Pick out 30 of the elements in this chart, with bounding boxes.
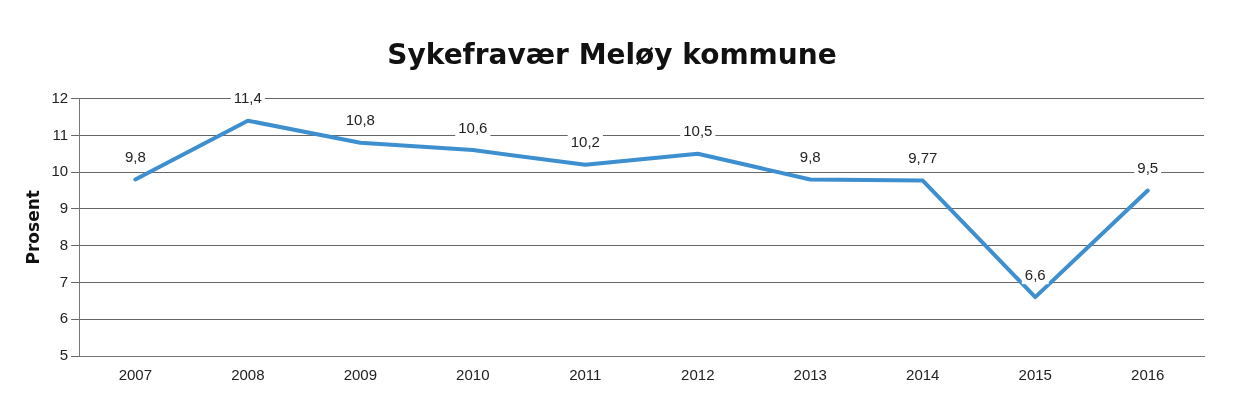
y-tick-label: 8 — [59, 235, 69, 253]
y-tick-label: 10 — [51, 162, 69, 180]
x-tick-label: 2012 — [681, 366, 715, 384]
y-tick-label: 12 — [51, 88, 69, 106]
x-tick-label: 2008 — [231, 366, 265, 384]
y-tick-label: 5 — [59, 346, 69, 364]
data-label: 9,77 — [908, 149, 938, 167]
data-label: 9,8 — [124, 148, 146, 166]
data-label: 10,2 — [570, 133, 600, 151]
y-tick-label: 11 — [52, 125, 69, 143]
chart-title: Sykefravær Meløy kommune — [387, 38, 837, 72]
data-label: 9,8 — [799, 148, 821, 166]
data-label: 11,4 — [233, 89, 262, 107]
data-label: 10,6 — [458, 118, 488, 136]
data-label: 9,5 — [1137, 159, 1159, 177]
x-tick-label: 2009 — [343, 366, 377, 384]
x-tick-label: 2016 — [1131, 366, 1165, 384]
data-label: 10,8 — [345, 111, 375, 129]
y-tick-label: 7 — [59, 272, 69, 290]
x-tick-label: 2011 — [569, 366, 602, 384]
x-tick-label: 2013 — [793, 366, 827, 384]
y-axis-title: Prosent — [22, 190, 43, 265]
x-tick-label: 2007 — [118, 366, 153, 384]
x-tick-label: 2014 — [906, 366, 940, 384]
x-tick-label: 2015 — [1018, 366, 1052, 384]
y-tick-label: 6 — [59, 309, 69, 327]
data-label: 10,5 — [683, 122, 713, 140]
x-tick-label: 2010 — [456, 366, 490, 384]
data-label: 6,6 — [1024, 265, 1046, 283]
y-tick-label: 9 — [59, 199, 69, 217]
